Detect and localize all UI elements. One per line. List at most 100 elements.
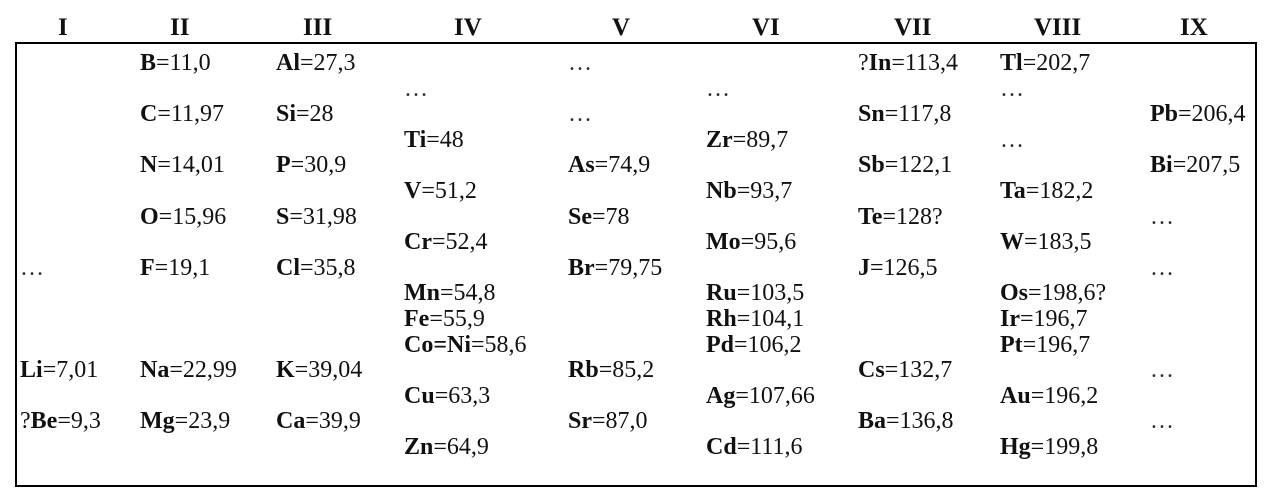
atomic-weight: =52,4 (431, 229, 488, 255)
atomic-weight: =30,9 (290, 152, 347, 178)
atomic-weight: =202,7 (1022, 50, 1091, 76)
atomic-weight: =11,97 (157, 101, 224, 127)
table-frame (15, 42, 1257, 487)
atomic-weight: =206,4 (1178, 101, 1246, 127)
atomic-weight: =126,5 (870, 255, 938, 281)
element-entry: Hg=199,8 (1000, 435, 1098, 459)
element-symbol: Pt (1000, 332, 1023, 358)
atomic-weight: =58,6 (471, 332, 527, 358)
element-symbol: Sb (858, 152, 885, 178)
ellipsis-text: … (1150, 408, 1176, 434)
element-entry: ?Be=9,3 (20, 409, 101, 433)
element-entry: Cr=52,4 (404, 230, 488, 254)
element-symbol: As (568, 152, 595, 178)
atomic-weight: =31,98 (289, 204, 357, 230)
header-col-4: IV (454, 14, 482, 41)
element-entry: O=15,96 (140, 205, 226, 229)
element-entry: Ta=182,2 (1000, 179, 1093, 203)
element-symbol: K (276, 357, 295, 383)
element-symbol: Ba (858, 408, 887, 434)
column-headers: I II III IV V VI VII VIII IX (0, 0, 1273, 42)
element-symbol: Mg (140, 408, 175, 434)
ellipsis-placeholder: … (706, 77, 732, 101)
element-symbol: Br (568, 255, 595, 281)
element-entry: Cu=63,3 (404, 384, 490, 408)
element-entry: Nb=93,7 (706, 179, 792, 203)
element-entry: V=51,2 (404, 179, 477, 203)
ellipsis-placeholder: … (1150, 409, 1176, 433)
element-symbol: Se (568, 204, 592, 230)
element-symbol: J (858, 255, 870, 281)
element-entry: Mo=95,6 (706, 230, 796, 254)
ellipsis-placeholder: … (404, 77, 430, 101)
element-symbol: Sn (858, 101, 885, 127)
element-entry: Mn=54,8 (404, 281, 496, 305)
element-entry: Ag=107,66 (706, 384, 815, 408)
element-symbol: Zn (404, 434, 434, 460)
element-symbol: N (140, 152, 158, 178)
element-symbol: Al (276, 50, 300, 76)
element-entry: J=126,5 (858, 256, 938, 280)
atomic-weight: =182,2 (1025, 178, 1094, 204)
ellipsis-placeholder: … (568, 51, 594, 75)
ellipsis-text: … (568, 101, 594, 127)
atomic-weight: =54,8 (440, 280, 496, 306)
element-symbol: Bi (1150, 152, 1173, 178)
atomic-weight: =79,75 (594, 255, 663, 281)
ellipsis-text: … (1000, 76, 1026, 102)
atomic-weight: =28 (296, 101, 334, 127)
atomic-weight: =199,8 (1030, 434, 1099, 460)
atomic-weight: =198,6? (1028, 280, 1107, 306)
atomic-weight: =111,6 (736, 434, 803, 460)
element-symbol: Mo (706, 229, 741, 255)
element-entry: Br=79,75 (568, 256, 662, 280)
element-entry: Si=28 (276, 102, 334, 126)
atomic-weight: =19,1 (154, 255, 211, 281)
element-symbol: Ru (706, 280, 737, 306)
header-col-7: VII (894, 14, 932, 41)
atomic-weight: =51,2 (421, 178, 477, 204)
element-entry: K=39,04 (276, 358, 362, 382)
header-col-1: I (58, 14, 68, 41)
element-entry: N=14,01 (140, 153, 225, 177)
ellipsis-text: … (404, 76, 430, 102)
ellipsis-placeholder: … (568, 102, 594, 126)
element-symbol: Ti (404, 127, 427, 153)
atomic-weight: =39,9 (305, 408, 361, 434)
atomic-weight: =95,6 (740, 229, 797, 255)
atomic-weight: =128? (882, 204, 943, 230)
element-symbol: Pb (1150, 101, 1179, 127)
element-symbol: Li (20, 357, 43, 383)
element-entry: Ru=103,5 (706, 281, 804, 305)
atomic-weight: =11,0 (156, 50, 211, 76)
element-entry: W=183,5 (1000, 230, 1092, 254)
element-symbol: F (140, 255, 155, 281)
ellipsis-text: … (1150, 204, 1176, 230)
atomic-weight: =35,8 (300, 255, 356, 281)
element-symbol: B (140, 50, 157, 76)
element-entry: Ca=39,9 (276, 409, 361, 433)
element-symbol: Hg (1000, 434, 1031, 460)
element-symbol: Sr (568, 408, 592, 434)
element-symbol: Tl (1000, 50, 1023, 76)
atomic-weight: =113,4 (891, 50, 958, 76)
element-symbol: Rh (706, 306, 737, 332)
ellipsis-text: … (706, 76, 732, 102)
element-entry: Pt=196,7 (1000, 333, 1090, 357)
element-symbol: V (404, 178, 422, 204)
element-entry: As=74,9 (568, 153, 650, 177)
atomic-weight: =9,3 (57, 408, 101, 434)
element-symbol: Cs (858, 357, 885, 383)
atomic-weight: =48 (426, 127, 464, 153)
element-symbol: Zr (706, 127, 733, 153)
element-entry: Sb=122,1 (858, 153, 952, 177)
element-entry: B=11,0 (140, 51, 211, 75)
element-entry: Os=198,6? (1000, 281, 1106, 305)
element-entry: Cl=35,8 (276, 256, 356, 280)
ellipsis-text: … (1000, 127, 1026, 153)
atomic-weight: =117,8 (884, 101, 952, 127)
element-entry: Zr=89,7 (706, 128, 788, 152)
element-entry: S=31,98 (276, 205, 357, 229)
element-symbol: Ag (706, 383, 736, 409)
ellipsis-text: … (1150, 357, 1176, 383)
